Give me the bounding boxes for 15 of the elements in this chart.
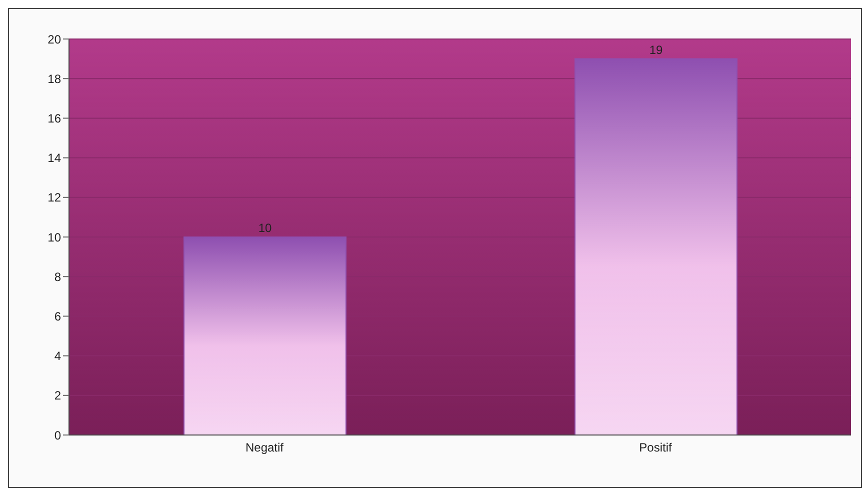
- x-tick-label: Positif: [639, 440, 672, 455]
- y-tick-label: 0: [54, 428, 62, 442]
- x-tick-label: Negatif: [245, 440, 284, 455]
- y-tick-label: 20: [48, 32, 62, 46]
- data-label: 10: [258, 221, 272, 235]
- y-tick-label: 16: [48, 111, 62, 126]
- y-tick-label: 14: [48, 151, 62, 166]
- y-tick-label: 10: [48, 230, 62, 244]
- data-label: 19: [649, 42, 663, 57]
- y-tick-label: 12: [48, 190, 62, 205]
- y-tick-label: 18: [48, 72, 62, 86]
- y-tick-label: 6: [54, 309, 62, 324]
- y-tick-label: 4: [54, 349, 62, 364]
- y-tick-label: 8: [54, 270, 62, 284]
- y-tick-label: 2: [54, 388, 62, 403]
